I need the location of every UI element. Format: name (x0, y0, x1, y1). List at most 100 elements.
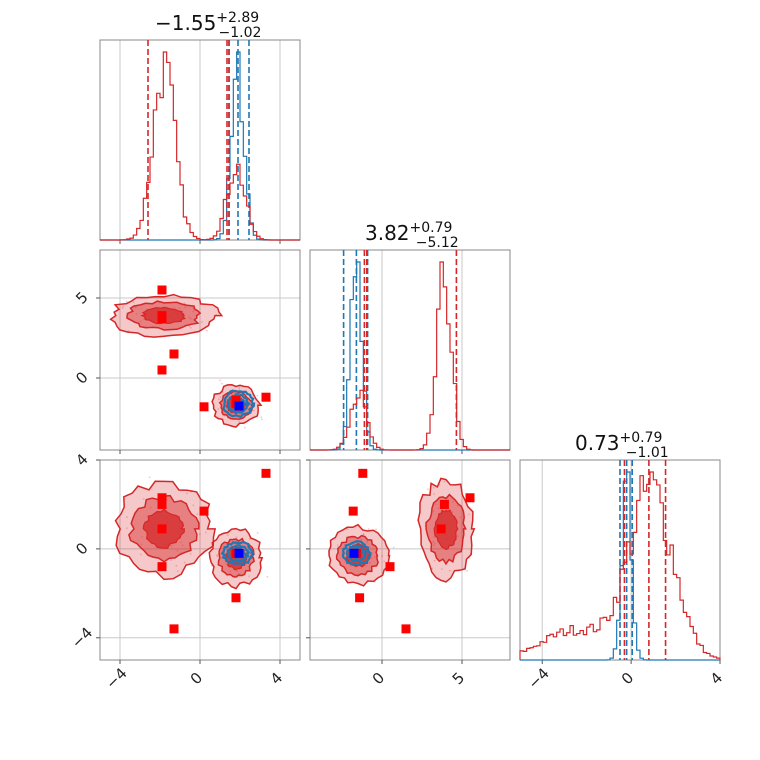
scatter-dot (221, 397, 224, 400)
scatter-dot (217, 408, 220, 410)
scatter-dot (362, 532, 365, 535)
contour-0-0-1 (222, 389, 256, 419)
scatter-dot (140, 543, 143, 546)
scatter-dot (219, 396, 222, 398)
scatter-dot (365, 541, 368, 544)
panel-2-0 (96, 459, 301, 664)
contour-0-0-1 (226, 392, 252, 414)
scatter-dot (356, 542, 358, 545)
scatter-dot (139, 320, 142, 323)
scatter-dot (221, 397, 224, 400)
scatter-dot (266, 575, 269, 578)
scatter-dot (238, 387, 241, 390)
scatter-dot (433, 493, 436, 496)
scatter-dot (176, 549, 179, 552)
scatter-dot (457, 535, 459, 538)
param-title-sub: −1.01 (626, 445, 669, 461)
contour-0-1-2 (341, 540, 372, 567)
param-title-sup: +0.79 (620, 430, 663, 446)
y-tick-label: 4 (72, 450, 91, 469)
param-title-sub: −1.02 (219, 25, 262, 41)
scatter-dot (371, 551, 373, 554)
scatter-dot (192, 504, 195, 507)
histogram-0-1 (310, 261, 510, 451)
scatter-dot (235, 536, 238, 539)
red-square-marker (157, 285, 167, 295)
scatter-dot (440, 568, 443, 571)
scatter-dot (243, 426, 246, 429)
red-square-marker (157, 562, 167, 572)
red-square-marker (385, 562, 395, 572)
scatter-dot (178, 307, 181, 310)
scatter-dot (448, 569, 451, 572)
panel-1-1 (309, 249, 511, 454)
histogram-0-2 (520, 471, 720, 661)
panel-frame (309, 459, 511, 661)
scatter-dot (432, 540, 435, 543)
scatter-dot (183, 561, 186, 564)
scatter-dot (366, 540, 369, 542)
scatter-dot (362, 533, 365, 536)
scatter-dot (358, 542, 361, 545)
scatter-dot (350, 564, 352, 567)
scatter-dot (226, 547, 228, 550)
scatter-dot (351, 561, 354, 564)
scatter-dot (383, 560, 386, 563)
histogram-1-1 (310, 261, 510, 451)
x-tick-label: 4 (267, 669, 286, 688)
red-square-marker (157, 314, 167, 324)
scatter-dot (134, 306, 137, 309)
param-title-sub: −5.12 (416, 235, 459, 251)
scatter-dot (220, 382, 223, 385)
panel-frame (309, 249, 511, 451)
scatter-dot (248, 575, 250, 578)
scatter-dot (196, 513, 199, 516)
scatter-dot (219, 379, 222, 382)
histogram-1-2 (519, 471, 721, 660)
scatter-dot (232, 412, 234, 415)
param-title-value: 0.73 (575, 431, 620, 455)
scatter-dot (365, 564, 368, 567)
red-square-marker (348, 506, 358, 516)
scatter-dot (229, 570, 232, 573)
x-tick-label: 0 (187, 669, 206, 688)
scatter-dot (175, 564, 178, 567)
scatter-dot (206, 329, 208, 332)
panels-layer: −4 0 4 0 5 −4 0 405−404−1.55+2.89 −1.023.82+0.79… (68, 10, 726, 693)
scatter-dot (148, 476, 151, 479)
scatter-dot (375, 528, 377, 531)
red-square-marker (261, 468, 271, 478)
scatter-dot (192, 310, 195, 313)
scatter-dot (142, 498, 145, 500)
scatter-dot (367, 528, 370, 530)
scatter-dot (189, 318, 192, 320)
scatter-dot (346, 540, 348, 543)
scatter-dot (433, 510, 435, 512)
param-title-sup: +2.89 (216, 10, 259, 26)
red-square-marker (157, 365, 167, 375)
scatter-dot (451, 511, 454, 514)
scatter-dot (433, 542, 436, 545)
scatter-dot (199, 533, 201, 536)
red-square-marker (261, 392, 271, 402)
red-square-marker (439, 499, 449, 509)
scatter-dot (226, 534, 229, 537)
param-title-0: −1.55+2.89 −1.02 (155, 10, 261, 41)
red-square-marker (157, 499, 167, 509)
scatter-dot (437, 507, 440, 510)
scatter-dot (221, 391, 224, 394)
histogram-1-0 (100, 51, 300, 241)
scatter-dot (226, 407, 229, 410)
param-title-2: 0.73+0.79 −1.01 (575, 430, 669, 461)
scatter-dot (466, 569, 468, 572)
scatter-dot (140, 553, 142, 556)
scatter-dot (235, 540, 238, 542)
blue-square-marker (234, 548, 244, 558)
scatter-dot (239, 413, 241, 416)
scatter-dot (204, 531, 207, 534)
scatter-dot (125, 516, 128, 519)
blue-square-marker (349, 548, 359, 558)
blue-square-marker (234, 401, 244, 411)
scatter-dot (122, 305, 125, 308)
red-square-marker (169, 624, 179, 634)
